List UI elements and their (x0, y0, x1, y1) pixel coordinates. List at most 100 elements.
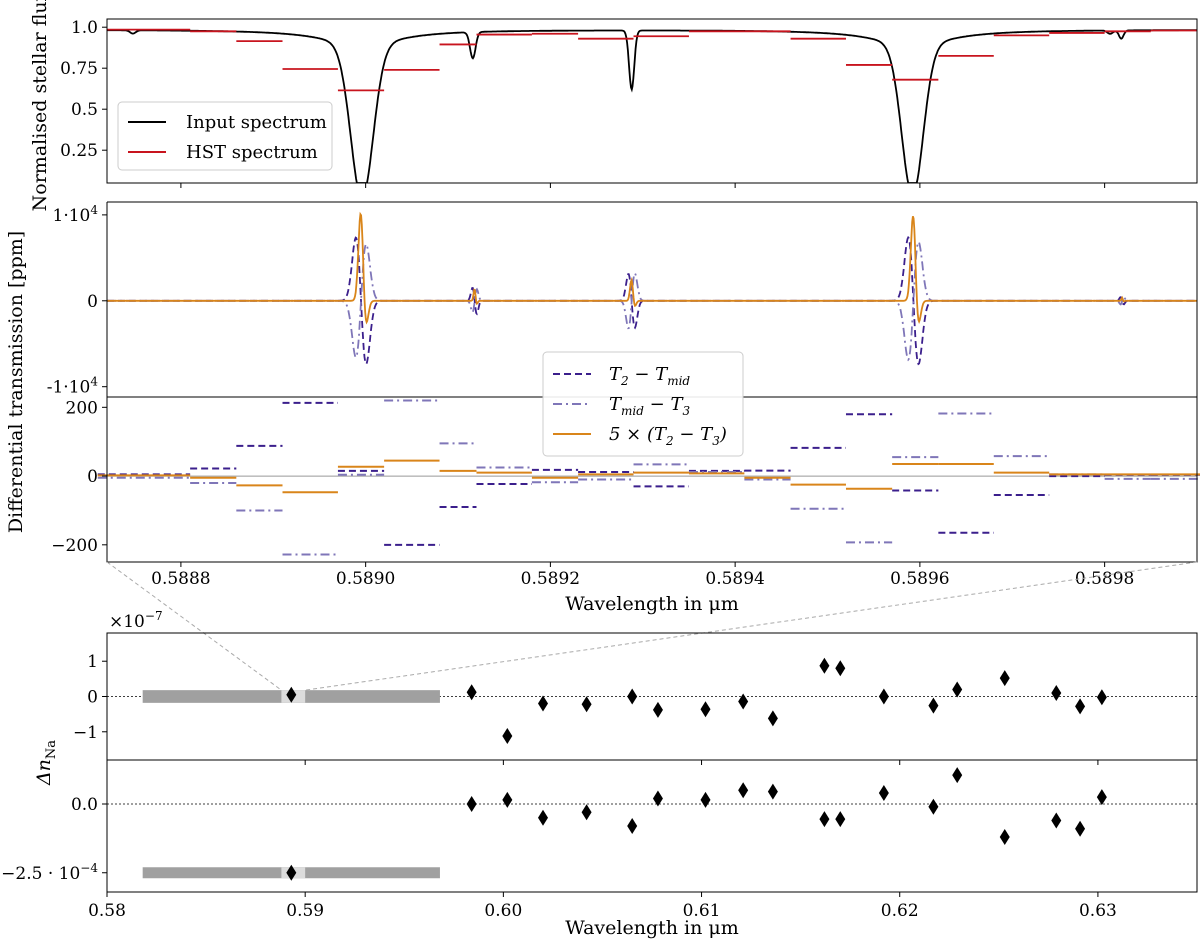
data-point-marker (738, 693, 749, 710)
dbot-xtick-label: 0.62 (881, 901, 919, 921)
dbot-xtick-label: 0.60 (484, 901, 522, 921)
zoom-connector-lines (106, 561, 1198, 691)
legend-label-part: 3 (712, 434, 720, 448)
flux-axes-frame (106, 18, 1198, 184)
diffhr-ytick-label: 0 (87, 292, 98, 312)
legend-label-part: − T (674, 424, 715, 445)
diffhr-ytick-label-base: 1·10 (53, 206, 91, 226)
data-point-marker (738, 782, 749, 799)
data-point-marker (466, 684, 477, 701)
dbot-ytick-label: −2.5 · 10−4 (1, 861, 98, 884)
dbot-axes-frame (106, 759, 1198, 893)
dnna-ylabel-main: Δn (33, 759, 55, 786)
diffbin-xtick-label: 0.5898 (1075, 569, 1134, 589)
legend-label-part: − T (629, 364, 670, 385)
data-point-marker (1051, 684, 1062, 701)
input-spectrum-line (107, 29, 1197, 183)
data-point-marker (700, 701, 711, 718)
data-point-marker (502, 791, 513, 808)
flux-ytick-label: 0.75 (60, 59, 98, 79)
data-point-marker (627, 818, 638, 834)
data-point-marker (767, 710, 778, 727)
diffbin-ytick-label: −200 (51, 536, 98, 556)
diff-series-line (107, 211, 1197, 325)
offset-text-exp: −7 (145, 609, 163, 623)
data-point-marker (538, 809, 548, 826)
data-point-marker (1096, 689, 1107, 706)
data-point-marker (1075, 698, 1086, 715)
data-point-marker (652, 790, 663, 807)
data-point-marker (286, 686, 297, 703)
data-point-marker (286, 864, 297, 881)
dbot-xtick-label: 0.58 (88, 901, 126, 921)
legend-label-part: 3 (682, 404, 690, 418)
diff-ylabel: Differential transmission [ppm] (5, 231, 27, 533)
legend-label: 5 × (T2 − T3) (609, 424, 727, 448)
data-point-marker (999, 670, 1010, 687)
dnna-ylabel: ΔnNa (33, 740, 59, 786)
diffbin-xtick-label: 0.5890 (336, 569, 395, 589)
zoom-line-right (305, 561, 1198, 691)
dtop-ytick-label: 1 (87, 652, 98, 672)
legend-label-part: 2 (665, 434, 674, 448)
flux-legend-box (117, 101, 333, 171)
dnna-ylabel-sub: Na (44, 740, 59, 759)
data-point-marker (819, 811, 830, 828)
diffbin-xtick-label: 0.5888 (151, 569, 210, 589)
data-point-marker (835, 660, 846, 677)
legend-label-part: ) (719, 424, 727, 445)
diffbin-xlabel: Wavelength in μm (565, 593, 739, 615)
data-point-marker (581, 804, 592, 821)
data-point-marker (999, 829, 1010, 845)
dbot-xtick-label: 0.61 (683, 901, 721, 921)
data-point-marker (652, 701, 663, 718)
data-point-marker (466, 796, 477, 812)
diffbin-ytick-label: 0 (87, 467, 98, 487)
legend-label-part: 2 (620, 374, 629, 388)
zoom-line-left (106, 561, 282, 691)
panel-dnna-top: 1 0 −1 (73, 632, 1198, 765)
dbot-ytick-label: 0.0 (71, 795, 98, 815)
diffhr-ytick-label: -1·104 (47, 375, 99, 398)
diffhr-ytick-label: 1·104 (53, 203, 99, 226)
shared-labels: ×10−7 ΔnNa Wavelength in μm (33, 609, 739, 939)
diffbin-xtick-label: 0.5896 (890, 569, 949, 589)
dtop-ytick-label: −1 (73, 723, 98, 743)
legend-label: HST spectrum (186, 142, 318, 163)
legend-label-part: T (609, 364, 623, 385)
diffhr-ytick-label-exp: 4 (90, 203, 98, 217)
data-point-marker (952, 767, 963, 784)
dbot-xtick-label: 0.63 (1079, 901, 1117, 921)
legend-label: T2 − Tmid (609, 364, 690, 388)
diffbin-xtick-label: 0.5894 (705, 569, 764, 589)
panel-diff-binned: 200 0 −200 0.5888 0.5890 0.5892 0.5894 0.5896 0.… (51, 351, 1200, 615)
data-point-marker (928, 697, 939, 714)
flux-ytick-label: 0.25 (60, 141, 98, 161)
flux-ytick-label: 1.0 (71, 18, 98, 38)
panel-dnna-bottom: 0.0 −2.5 · 10−4 0.58 0.59 0.60 0.61 0.62 0.63 (1, 759, 1198, 921)
diffhr-ytick-label-base: -1·10 (47, 378, 91, 398)
legend-label-part: mid (621, 404, 644, 418)
diffbin-xtick-label: 0.5892 (521, 569, 580, 589)
data-point-marker (928, 798, 939, 815)
offset-text: ×10−7 (109, 609, 163, 632)
diffbin-ytick-label: 200 (66, 398, 98, 418)
dnna-xlabel: Wavelength in μm (565, 917, 739, 939)
legend-label-part: − T (644, 394, 685, 415)
data-point-marker (627, 688, 638, 705)
diff-legend-box (542, 351, 744, 457)
data-point-marker (767, 783, 778, 800)
legend-label: Input spectrum (186, 112, 327, 133)
flux-ytick-label: 0.5 (71, 100, 98, 120)
data-point-marker (835, 811, 846, 828)
data-point-marker (1096, 789, 1107, 806)
data-point-marker (878, 785, 889, 801)
offset-text-base: ×10 (109, 612, 145, 632)
legend-label-part: 5 × (T (609, 424, 668, 445)
data-point-marker (538, 695, 548, 712)
legend-label-part: T (609, 394, 623, 415)
data-point-marker (700, 791, 711, 808)
data-point-marker (819, 657, 830, 674)
legend-label: Tmid − T3 (609, 394, 690, 418)
